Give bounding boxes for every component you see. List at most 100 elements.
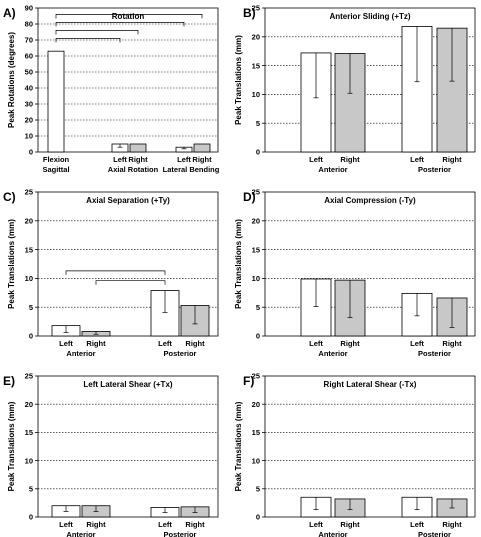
- group-label: Lateral Bending: [163, 165, 220, 174]
- panel-title: Axial Separation (+Ty): [86, 196, 170, 205]
- y-tick-label: 5: [256, 485, 260, 494]
- y-tick-label: 50: [25, 68, 33, 77]
- group-label: Anterior: [66, 530, 95, 537]
- y-tick-label: 0: [256, 332, 260, 341]
- plot-area: [38, 8, 218, 152]
- y-axis-label: Peak Translations (mm): [7, 401, 16, 491]
- significance-bracket: [55, 22, 185, 27]
- panel-title: Left Lateral Shear (+Tx): [83, 380, 172, 389]
- panel-letter: A): [3, 6, 16, 20]
- y-tick-label: 20: [252, 217, 260, 226]
- bar-label: Right: [340, 520, 360, 529]
- y-tick-label: 0: [29, 513, 33, 522]
- bar-label: Left: [410, 339, 424, 348]
- y-axis-label: Peak Translations (mm): [234, 35, 243, 125]
- bar-label: Left: [59, 339, 73, 348]
- panel-title: Axial Compression (-Ty): [324, 196, 416, 205]
- bar-label: Flexion: [43, 155, 70, 164]
- plot-area: [265, 376, 475, 517]
- y-tick-label: 10: [252, 456, 260, 465]
- panel-letter: B): [243, 6, 256, 20]
- panel-c: 0 5 10 15 20 25 C) Axial Separation (+Ty) Peak T…: [3, 188, 219, 358]
- y-tick-label: 20: [25, 217, 33, 226]
- y-tick-label: 0: [256, 513, 260, 522]
- group-label: Posterior: [418, 165, 451, 174]
- group-label: Anterior: [318, 530, 347, 537]
- y-tick-label: 15: [252, 61, 260, 70]
- panel-a: 0 10 20 30 40 50 60 70 80 90 A) Rotation Peak Rotati…: [3, 4, 220, 174]
- y-tick-label: 40: [25, 84, 33, 93]
- bar-label: Left: [410, 155, 424, 164]
- group-label: Anterior: [318, 349, 347, 358]
- bar-label: Right: [442, 339, 462, 348]
- bar-label: Left: [158, 339, 172, 348]
- y-axis-label: Peak Rotations (degrees): [7, 32, 16, 128]
- y-tick-label: 20: [25, 400, 33, 409]
- significance-bracket: [55, 38, 121, 43]
- y-tick-label: 0: [256, 148, 260, 157]
- y-tick-label: 15: [252, 428, 260, 437]
- bar-label: Right: [128, 155, 148, 164]
- group-label: Posterior: [164, 530, 197, 537]
- panel-letter: C): [3, 190, 16, 204]
- y-tick-label: 20: [252, 400, 260, 409]
- y-tick-label: 25: [252, 4, 260, 13]
- y-tick-label: 90: [25, 4, 33, 13]
- bar-label: Left: [309, 520, 323, 529]
- group-label: Posterior: [418, 349, 451, 358]
- y-tick-label: 10: [25, 274, 33, 283]
- y-tick-label: 70: [25, 36, 33, 45]
- y-tick-label: 15: [252, 245, 260, 254]
- panel-d: 0 5 10 15 20 25D) Axial Compression (-Ty) Peak …: [234, 188, 476, 358]
- y-tick-label: 80: [25, 20, 33, 29]
- y-tick-label: 25: [252, 372, 260, 381]
- bar-right: [129, 143, 147, 153]
- panel-letter: F): [243, 374, 254, 388]
- group-label: Anterior: [66, 349, 95, 358]
- bar-label: Right: [86, 339, 106, 348]
- group-label: Axial Rotation: [108, 165, 159, 174]
- panel-f: 0 5 10 15 20 25F) Right Lateral Shear (-Tx) Pea…: [234, 372, 476, 537]
- y-tick-label: 5: [256, 119, 260, 128]
- y-axis-label: Peak Translations (mm): [234, 219, 243, 309]
- bar-label: Right: [340, 155, 360, 164]
- y-tick-label: 5: [29, 303, 33, 312]
- panel-title: Anterior Sliding (+Tz): [329, 12, 410, 21]
- bar-label: Left: [309, 339, 323, 348]
- y-tick-label: 20: [252, 33, 260, 42]
- panel-title: Rotation: [112, 12, 145, 21]
- y-tick-label: 25: [252, 188, 260, 197]
- y-tick-label: 60: [25, 52, 33, 61]
- y-tick-label: 15: [25, 245, 33, 254]
- plot-frame: [264, 7, 476, 153]
- bar-label: Left: [309, 155, 323, 164]
- bar-label: Left: [113, 155, 127, 164]
- bar-label: Left: [177, 155, 191, 164]
- group-label: Posterior: [418, 530, 451, 537]
- bar-label: Right: [86, 520, 106, 529]
- group-label: Anterior: [318, 165, 347, 174]
- bar-label: Right: [185, 339, 205, 348]
- y-tick-label: 0: [29, 332, 33, 341]
- y-tick-label: 5: [29, 485, 33, 494]
- significance-bracket: [55, 30, 139, 35]
- significance-bracket: [55, 14, 203, 19]
- bar-label: Left: [158, 520, 172, 529]
- plot-frame: [264, 375, 476, 518]
- bar-left: [47, 50, 65, 153]
- bar-right: [193, 143, 211, 153]
- y-tick-label: 20: [25, 116, 33, 125]
- panel-letter: E): [3, 374, 15, 388]
- y-tick-label: 30: [25, 100, 33, 109]
- plot-frame: [264, 191, 476, 337]
- y-tick-label: 5: [256, 303, 260, 312]
- y-tick-label: 10: [25, 132, 33, 141]
- bar-label: Right: [192, 155, 212, 164]
- group-label: Sagittal: [42, 165, 69, 174]
- bar-label: Right: [340, 339, 360, 348]
- y-tick-label: 15: [25, 428, 33, 437]
- significance-bracket: [95, 280, 166, 285]
- significance-bracket: [65, 270, 166, 275]
- y-axis-label: Peak Translations (mm): [234, 401, 243, 491]
